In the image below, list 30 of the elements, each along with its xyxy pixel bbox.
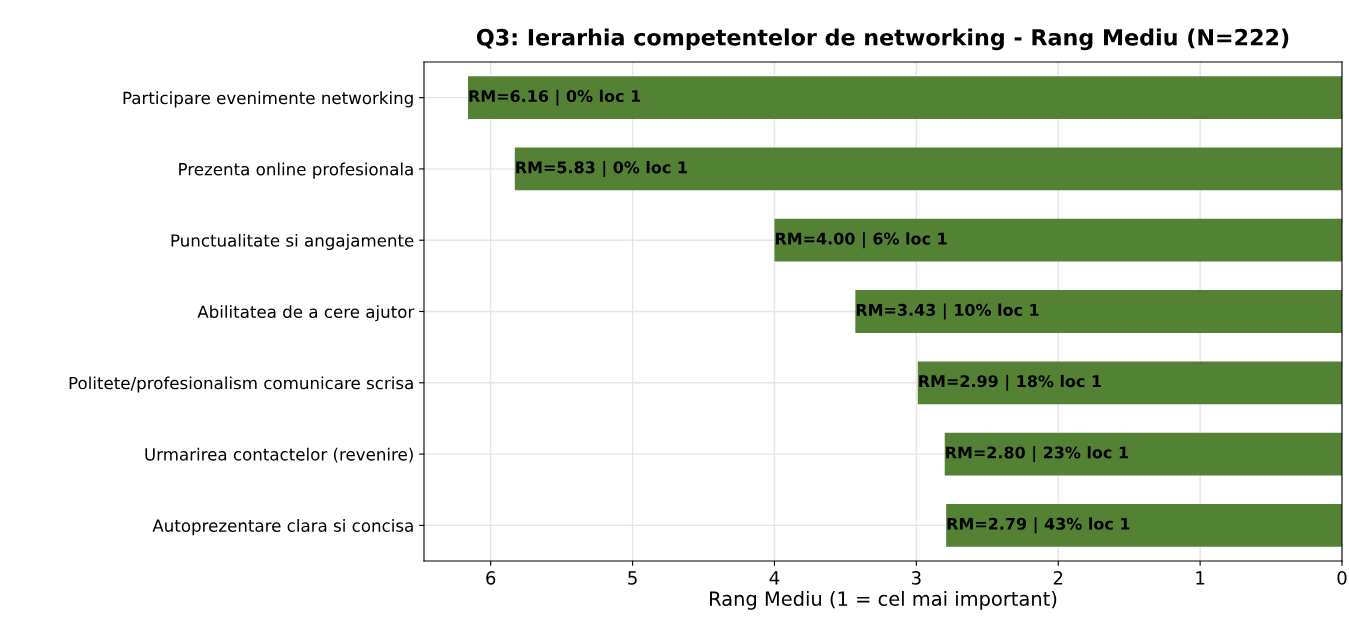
bar <box>774 218 1342 262</box>
bar <box>855 290 1342 333</box>
y-tick-label: Autoprezentare clara si concisa <box>152 519 413 536</box>
bar <box>467 76 1342 120</box>
data-label: RM=4.00 | 6% loc 1 <box>775 232 947 249</box>
x-tick-label: 4 <box>769 571 780 585</box>
y-tick-label: Urmarirea contactelor (revenire) <box>145 447 413 463</box>
data-label: RM=5.83 | 0% loc 1 <box>516 160 687 177</box>
y-tick-label: Participare evenimente networking <box>123 91 413 108</box>
data-label: RM=3.43 | 10% loc 1 <box>856 303 1039 320</box>
y-tick-label: Punctualitate si angajamente <box>171 233 414 251</box>
x-tick-label: 3 <box>911 571 921 585</box>
data-label: RM=2.80 | 23% loc 1 <box>946 446 1128 463</box>
bar <box>946 503 1342 547</box>
data-label: RM=2.99 | 18% loc 1 <box>919 374 1101 391</box>
x-tick-label: 1 <box>1196 571 1205 585</box>
data-label: RM=6.16 | 0% loc 1 <box>469 89 641 106</box>
bar <box>944 432 1342 476</box>
x-axis-title: Rang Mediu (1 = cel mai important) <box>710 590 1057 610</box>
y-tick-label: Prezenta online profesionala <box>179 162 413 179</box>
y-tick-label: Politete/profesionalism comunicare scrisa <box>69 376 413 393</box>
y-tick-label: Abilitatea de a cere ajutor <box>197 305 415 322</box>
bar <box>917 361 1342 405</box>
data-label: RM=2.79 | 43% loc 1 <box>947 517 1130 534</box>
bar <box>514 147 1342 191</box>
x-tick-label: 6 <box>486 571 496 585</box>
chart-title: Q3: Ierarhia competentelor de networking - Rang Mediu (N=222) <box>476 28 1289 51</box>
x-tick-label: 2 <box>1053 571 1063 585</box>
x-tick-label: 0 <box>1337 571 1347 585</box>
x-tick-label: 5 <box>628 571 637 585</box>
